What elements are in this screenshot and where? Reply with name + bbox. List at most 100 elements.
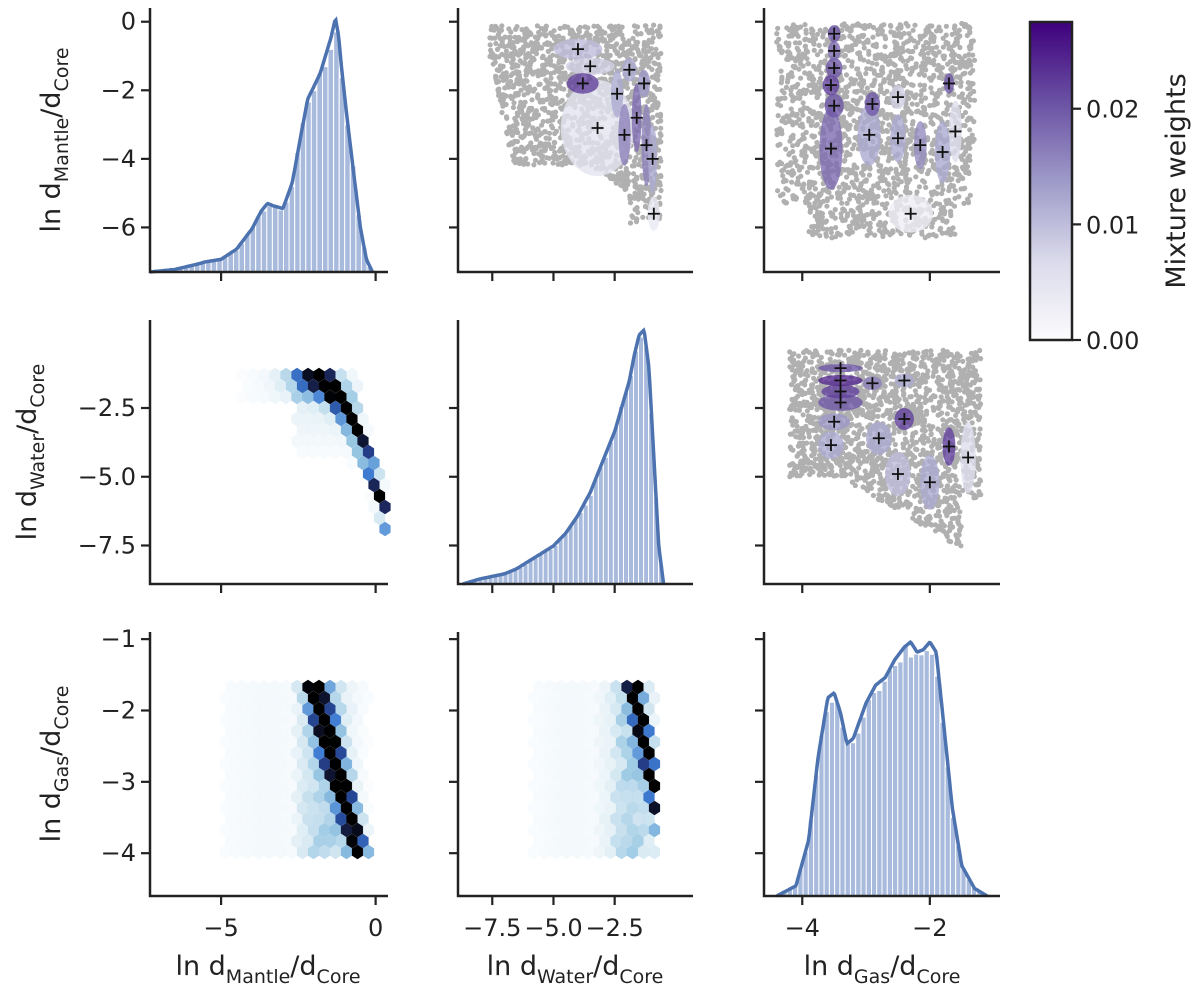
scatter-point bbox=[775, 113, 781, 119]
scatter-point bbox=[928, 77, 934, 83]
scatter-point bbox=[898, 179, 905, 185]
scatter-point bbox=[816, 42, 822, 49]
scatter-point bbox=[779, 48, 786, 55]
scatter-point bbox=[861, 45, 867, 51]
scatter-point bbox=[497, 35, 503, 42]
histogram-bar bbox=[255, 215, 262, 273]
scatter-point bbox=[896, 73, 902, 79]
scatter-point bbox=[783, 178, 789, 184]
scatter-point bbox=[811, 41, 817, 47]
scatter-point bbox=[822, 219, 829, 225]
y-tick-label: −2 bbox=[101, 76, 136, 104]
histogram-bar bbox=[522, 563, 529, 585]
scatter-point bbox=[972, 350, 978, 356]
scatter-point bbox=[809, 148, 815, 155]
scatter-point bbox=[634, 205, 640, 211]
scatter-point bbox=[780, 167, 787, 173]
scatter-point bbox=[493, 76, 499, 83]
scatter-point bbox=[922, 399, 928, 406]
scatter-point bbox=[931, 369, 937, 375]
scatter-point bbox=[887, 58, 893, 64]
scatter-point bbox=[553, 95, 559, 101]
scatter-point bbox=[866, 363, 872, 369]
scatter-point bbox=[869, 208, 875, 215]
scatter-point bbox=[842, 186, 848, 192]
scatter-point bbox=[909, 134, 915, 140]
scatter-point bbox=[802, 159, 808, 165]
scatter-point bbox=[533, 146, 539, 152]
histogram-bar bbox=[643, 346, 650, 585]
scatter-point bbox=[958, 186, 964, 192]
scatter-point bbox=[858, 170, 865, 176]
scatter-point bbox=[787, 50, 793, 57]
scatter-point bbox=[934, 191, 940, 197]
scatter-point bbox=[865, 349, 871, 355]
scatter-point bbox=[499, 109, 505, 116]
scatter-point bbox=[492, 55, 498, 61]
scatter-point bbox=[516, 160, 523, 167]
scatter-point bbox=[809, 366, 815, 372]
scatter-point bbox=[796, 353, 802, 359]
scatter-point bbox=[788, 106, 794, 112]
scatter-point bbox=[802, 355, 809, 361]
scatter-point bbox=[649, 66, 655, 72]
scatter-point bbox=[800, 100, 806, 106]
scatter-point bbox=[939, 190, 945, 197]
scatter-point bbox=[791, 155, 797, 161]
histogram-bar bbox=[288, 186, 296, 273]
scatter-point bbox=[658, 187, 664, 194]
scatter-point bbox=[557, 146, 564, 152]
scatter-point bbox=[839, 200, 845, 206]
scatter-point bbox=[886, 154, 892, 160]
scatter-point bbox=[958, 83, 964, 89]
scatter-point bbox=[933, 28, 940, 34]
scatter-point bbox=[882, 205, 888, 211]
scatter-point bbox=[820, 198, 827, 204]
scatter-point bbox=[532, 157, 539, 163]
scatter-point bbox=[879, 201, 886, 207]
scatter-point bbox=[962, 122, 968, 129]
scatter-point bbox=[585, 32, 591, 38]
scatter-point bbox=[788, 91, 794, 98]
scatter-point bbox=[849, 59, 855, 65]
scatter-point bbox=[618, 182, 625, 188]
scatter-point bbox=[557, 99, 564, 105]
scatter-point bbox=[910, 27, 916, 33]
histogram-bar bbox=[638, 336, 644, 585]
scatter-point bbox=[879, 107, 886, 113]
scatter-point bbox=[551, 139, 557, 146]
scatter-point bbox=[833, 225, 839, 231]
scatter-point bbox=[921, 105, 928, 111]
scatter-point bbox=[499, 39, 505, 46]
scatter-point bbox=[872, 232, 878, 238]
scatter-point bbox=[796, 66, 802, 72]
scatter-point bbox=[796, 40, 803, 46]
scatter-point bbox=[867, 166, 873, 172]
scatter-point bbox=[898, 68, 904, 74]
scatter-point bbox=[809, 224, 815, 230]
scatter-point bbox=[902, 118, 908, 124]
scatter-point bbox=[514, 120, 520, 126]
gmm-center-marker bbox=[611, 87, 624, 100]
scatter-point bbox=[505, 84, 511, 90]
scatter-point bbox=[517, 75, 523, 81]
scatter-point bbox=[614, 41, 620, 47]
scatter-point bbox=[921, 82, 928, 89]
scatter-point bbox=[805, 61, 812, 67]
scatter-point bbox=[909, 55, 915, 62]
panel-water-gas bbox=[755, 320, 1000, 593]
scatter-point bbox=[790, 63, 796, 69]
scatter-point bbox=[932, 97, 938, 103]
scatter-point bbox=[783, 200, 790, 206]
scatter-point bbox=[528, 59, 534, 65]
scatter-point bbox=[925, 514, 931, 520]
scatter-point bbox=[879, 64, 885, 70]
scatter-point bbox=[502, 34, 508, 40]
scatter-point bbox=[783, 146, 789, 152]
scatter-point bbox=[880, 128, 886, 134]
scatter-point bbox=[954, 454, 960, 460]
scatter-point bbox=[533, 110, 539, 116]
scatter-point bbox=[966, 115, 972, 121]
scatter-point bbox=[937, 201, 943, 207]
scatter-point bbox=[950, 373, 956, 379]
